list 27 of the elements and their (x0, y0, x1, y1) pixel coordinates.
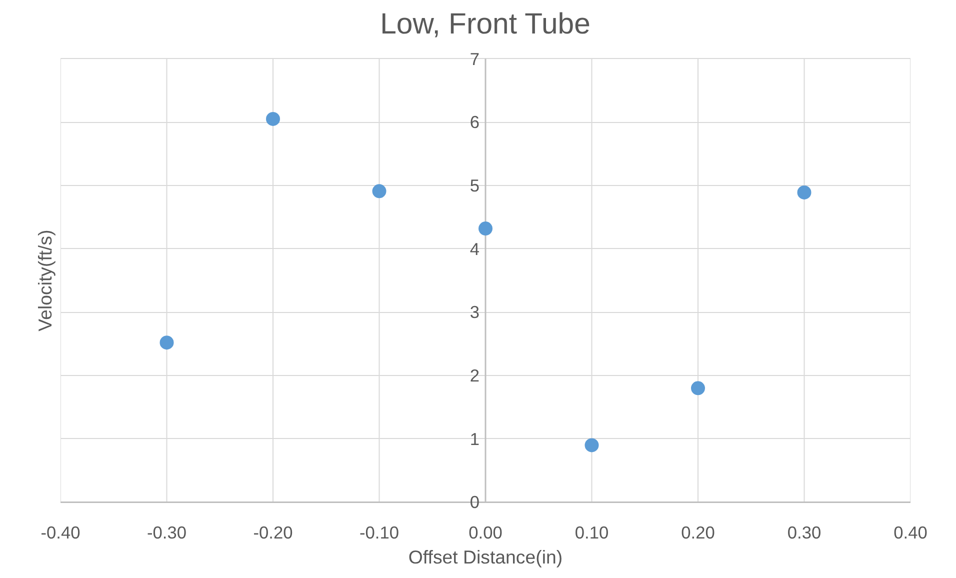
y-axis-title: Velocity(ft/s) (34, 230, 56, 332)
chart-title: Low, Front Tube (380, 8, 590, 40)
point (584, 438, 599, 452)
y-tick-label: 1 (470, 428, 480, 449)
x-tick-label: 0.40 (894, 522, 928, 542)
y-tick-label: 3 (470, 302, 480, 322)
x-axis-title: Offset Distance(in) (408, 546, 563, 568)
point (160, 336, 174, 350)
y-tick-label: 7 (470, 48, 480, 69)
x-tick-label: 0.00 (468, 522, 502, 542)
x-tick-label: -0.10 (360, 522, 399, 542)
x-tick-label: -0.30 (147, 522, 186, 542)
y-tick-label: 5 (470, 175, 480, 196)
x-tick-label: 0.10 (574, 522, 609, 542)
x-tick-label: 0.30 (787, 522, 822, 542)
point (266, 112, 280, 126)
y-tick-label: 4 (470, 238, 480, 259)
x-tick-label: -0.20 (253, 522, 293, 542)
point (797, 185, 812, 200)
point (478, 222, 492, 236)
point (372, 184, 386, 198)
y-tick-label: 0 (470, 492, 480, 512)
y-tick-label: 6 (470, 112, 480, 132)
x-tick-label: 0.20 (681, 522, 715, 542)
y-tick-label: 2 (470, 366, 480, 386)
x-tick-label: -0.40 (40, 522, 80, 542)
point (691, 381, 705, 396)
